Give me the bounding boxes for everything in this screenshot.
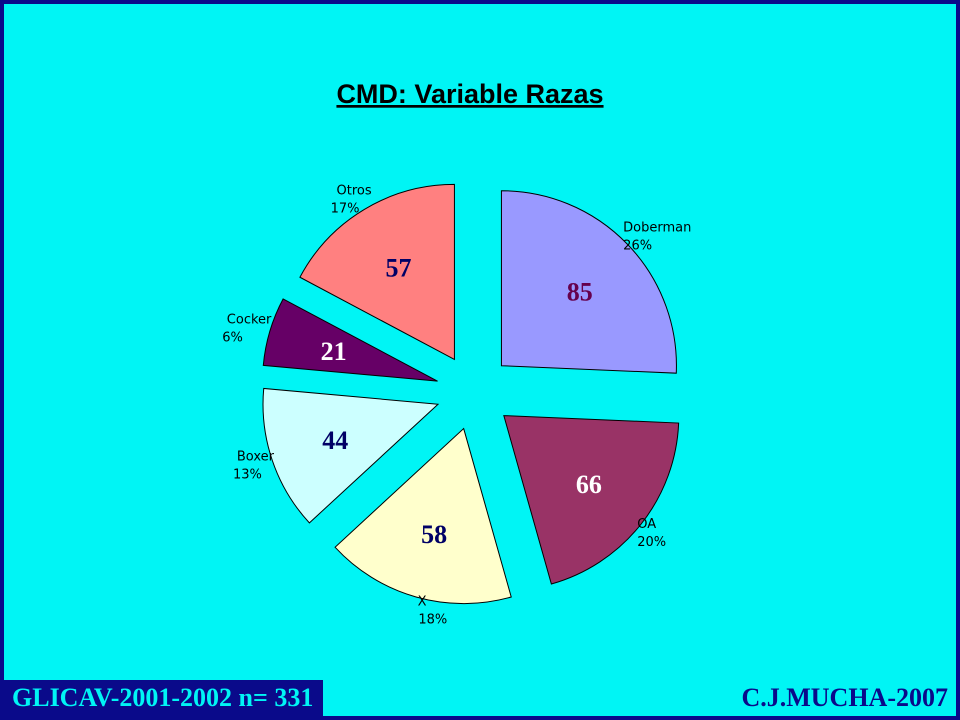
slice-label-boxer: Boxer [237,450,275,465]
slice-percent-cocker: 6% [222,330,243,345]
slice-count-boxer: 44 [322,426,348,455]
slice-count-cocker: 21 [321,337,347,366]
pie-slice-doberman [500,190,677,374]
slice-label-oa: OA [637,517,656,532]
slice-count-x: 58 [421,520,447,549]
slice-count-otros: 57 [386,253,412,282]
pie-slice-otros [299,183,455,361]
pie-slice-oa [503,415,680,585]
slice-label-x: X [418,594,427,609]
footer-author: C.J.MUCHA-2007 [741,683,948,712]
slice-percent-doberman: 26% [623,239,652,254]
pie-slice-x [334,427,512,604]
slice-label-cocker: Cocker [227,312,272,327]
slice-percent-boxer: 13% [233,468,262,483]
slice-percent-x: 18% [418,612,447,627]
slice-count-doberman: 85 [567,278,593,307]
slice-count-oa: 66 [576,470,602,499]
slice-percent-oa: 20% [637,535,666,550]
pie-slice-cocker [262,298,438,382]
footer-study-info: GLICAV-2001-2002 n= 331 [4,680,324,716]
chart-title: CMD: Variable Razas [336,79,603,109]
pie-slice-boxer [262,387,440,524]
slice-label-doberman: Doberman [623,221,691,236]
slice-percent-otros: 17% [331,201,360,216]
slice-label-otros: Otros [336,183,371,198]
